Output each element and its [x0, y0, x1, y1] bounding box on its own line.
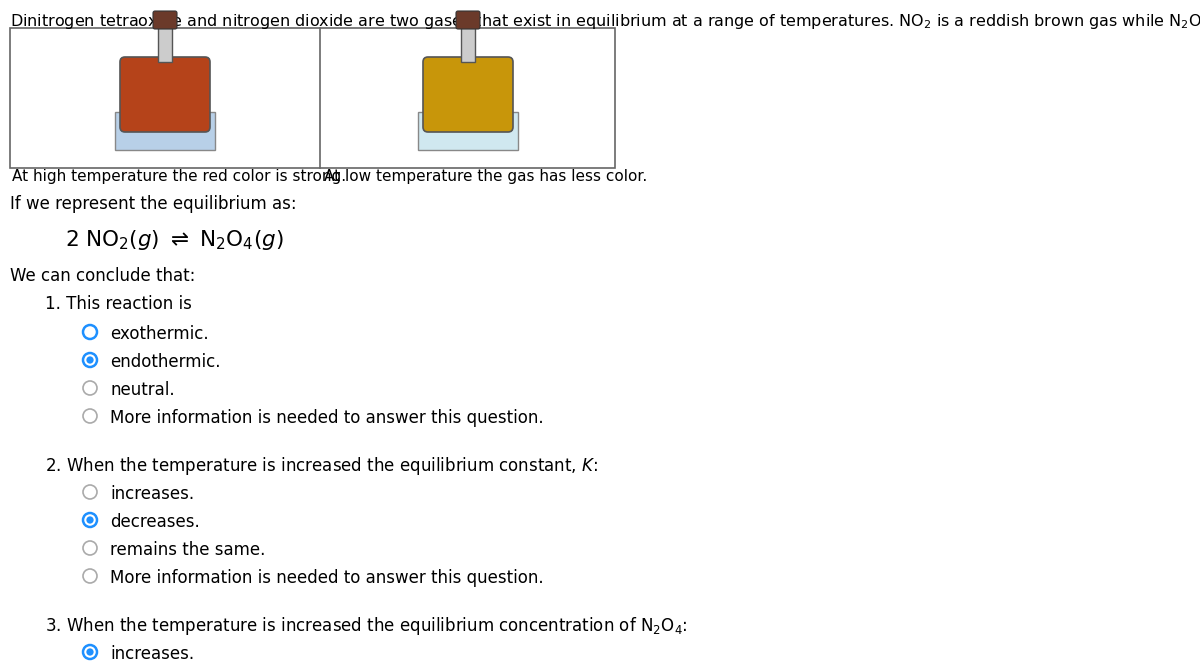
- Text: At low temperature the gas has less color.: At low temperature the gas has less colo…: [324, 169, 647, 184]
- Circle shape: [83, 409, 97, 423]
- Text: increases.: increases.: [110, 645, 194, 663]
- Circle shape: [83, 541, 97, 555]
- Bar: [158, 27, 172, 62]
- Circle shape: [83, 513, 97, 527]
- Bar: [461, 27, 475, 62]
- Text: increases.: increases.: [110, 485, 194, 503]
- Text: exothermic.: exothermic.: [110, 325, 209, 343]
- Bar: [115, 112, 215, 150]
- Text: remains the same.: remains the same.: [110, 541, 265, 559]
- Circle shape: [86, 356, 94, 364]
- Bar: [10, 28, 616, 168]
- Text: If we represent the equilibrium as:: If we represent the equilibrium as:: [10, 195, 296, 213]
- Text: endothermic.: endothermic.: [110, 353, 221, 371]
- Circle shape: [86, 649, 94, 656]
- Circle shape: [83, 569, 97, 583]
- FancyBboxPatch shape: [154, 11, 178, 29]
- Bar: [418, 112, 518, 150]
- Circle shape: [86, 517, 94, 524]
- Text: More information is needed to answer this question.: More information is needed to answer thi…: [110, 569, 544, 587]
- Text: More information is needed to answer this question.: More information is needed to answer thi…: [110, 409, 544, 427]
- Text: neutral.: neutral.: [110, 381, 175, 399]
- Text: 1. This reaction is: 1. This reaction is: [46, 295, 192, 313]
- Text: 2 NO$_2$$(g)$ $\rightleftharpoons$ N$_2$O$_4$$(g)$: 2 NO$_2$$(g)$ $\rightleftharpoons$ N$_2$…: [65, 228, 283, 252]
- Circle shape: [83, 485, 97, 499]
- Circle shape: [83, 353, 97, 367]
- FancyBboxPatch shape: [456, 11, 480, 29]
- Text: 3. When the temperature is increased the equilibrium concentration of N$_2$O$_4$: 3. When the temperature is increased the…: [46, 615, 688, 637]
- Text: At high temperature the red color is strong.: At high temperature the red color is str…: [12, 169, 346, 184]
- Text: 2. When the temperature is increased the equilibrium constant, $K$:: 2. When the temperature is increased the…: [46, 455, 598, 477]
- Circle shape: [83, 325, 97, 339]
- Circle shape: [83, 645, 97, 659]
- Text: Dinitrogen tetraoxide and nitrogen dioxide are two gases that exist in equilibri: Dinitrogen tetraoxide and nitrogen dioxi…: [10, 12, 1200, 31]
- Circle shape: [83, 381, 97, 395]
- FancyBboxPatch shape: [120, 57, 210, 132]
- Text: decreases.: decreases.: [110, 513, 199, 531]
- Text: We can conclude that:: We can conclude that:: [10, 267, 196, 285]
- FancyBboxPatch shape: [424, 57, 514, 132]
